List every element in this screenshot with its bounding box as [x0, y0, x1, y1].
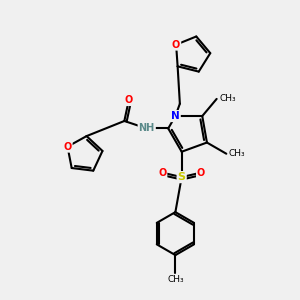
Text: CH₃: CH₃ — [229, 149, 245, 158]
Text: CH₃: CH₃ — [219, 94, 236, 103]
Text: O: O — [158, 168, 166, 178]
Text: O: O — [63, 142, 72, 152]
Text: N: N — [171, 111, 180, 121]
Text: NH: NH — [139, 124, 155, 134]
Text: O: O — [172, 40, 180, 50]
Text: O: O — [197, 168, 205, 178]
Text: O: O — [125, 95, 133, 105]
Text: CH₃: CH₃ — [167, 275, 184, 284]
Text: S: S — [178, 172, 186, 182]
